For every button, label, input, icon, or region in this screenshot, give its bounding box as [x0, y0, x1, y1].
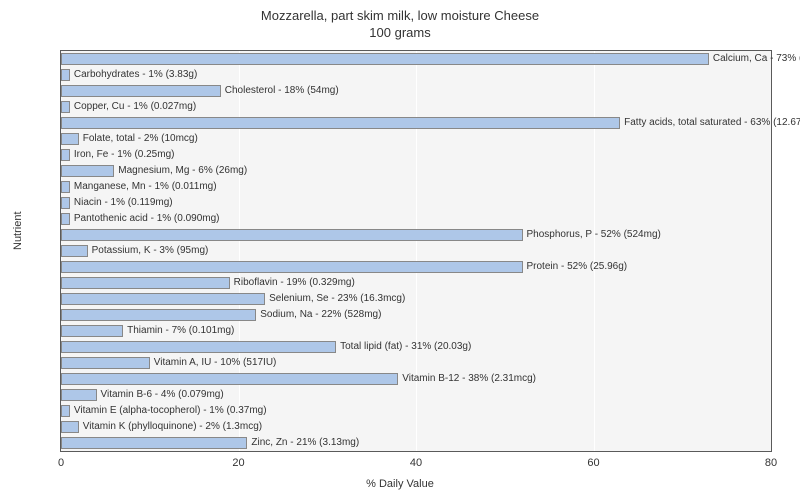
- bar-label: Calcium, Ca - 73% (731mg): [709, 53, 800, 65]
- bar-label: Riboflavin - 19% (0.329mg): [230, 277, 355, 289]
- bar: [61, 229, 523, 241]
- bar-label: Vitamin B-12 - 38% (2.31mcg): [398, 373, 536, 385]
- bar: [61, 101, 70, 113]
- bar: [61, 213, 70, 225]
- bar: [61, 117, 620, 129]
- bar-label: Vitamin A, IU - 10% (517IU): [150, 357, 277, 369]
- bar-label: Selenium, Se - 23% (16.3mcg): [265, 293, 405, 305]
- bar-label: Sodium, Na - 22% (528mg): [256, 309, 381, 321]
- bar-label: Carbohydrates - 1% (3.83g): [70, 69, 197, 81]
- x-tick-label: 40: [410, 457, 422, 469]
- plot-area: 020406080Calcium, Ca - 73% (731mg)Carboh…: [60, 50, 772, 452]
- bar: [61, 53, 709, 65]
- chart-title: Mozzarella, part skim milk, low moisture…: [0, 0, 800, 42]
- x-tick-label: 20: [232, 457, 244, 469]
- bar: [61, 341, 336, 353]
- gridline: [239, 51, 240, 451]
- bar: [61, 165, 114, 177]
- bar-label: Pantothenic acid - 1% (0.090mg): [70, 213, 220, 225]
- bar: [61, 277, 230, 289]
- bar-label: Magnesium, Mg - 6% (26mg): [114, 165, 247, 177]
- bar-label: Total lipid (fat) - 31% (20.03g): [336, 341, 471, 353]
- bar: [61, 437, 247, 449]
- bar-label: Manganese, Mn - 1% (0.011mg): [70, 181, 217, 193]
- bar: [61, 245, 88, 257]
- bar: [61, 261, 523, 273]
- bar: [61, 309, 256, 321]
- bar-label: Copper, Cu - 1% (0.027mg): [70, 101, 196, 113]
- bar-label: Thiamin - 7% (0.101mg): [123, 325, 234, 337]
- bar: [61, 405, 70, 417]
- bar-label: Niacin - 1% (0.119mg): [70, 197, 173, 209]
- bar-label: Potassium, K - 3% (95mg): [88, 245, 209, 257]
- bar-label: Vitamin K (phylloquinone) - 2% (1.3mcg): [79, 421, 262, 433]
- bar: [61, 325, 123, 337]
- bar: [61, 373, 398, 385]
- bar: [61, 69, 70, 81]
- title-line-1: Mozzarella, part skim milk, low moisture…: [0, 8, 800, 25]
- chart-container: Mozzarella, part skim milk, low moisture…: [0, 0, 800, 500]
- bar-label: Fatty acids, total saturated - 63% (12.6…: [620, 117, 800, 129]
- bar: [61, 181, 70, 193]
- y-axis-label: Nutrient: [12, 211, 24, 250]
- bar-label: Folate, total - 2% (10mcg): [79, 133, 198, 145]
- bar-label: Zinc, Zn - 21% (3.13mg): [247, 437, 359, 449]
- gridline: [416, 51, 417, 451]
- bar-label: Cholesterol - 18% (54mg): [221, 85, 339, 97]
- bar-label: Iron, Fe - 1% (0.25mg): [70, 149, 175, 161]
- bar: [61, 85, 221, 97]
- bar-label: Phosphorus, P - 52% (524mg): [523, 229, 661, 241]
- title-line-2: 100 grams: [0, 25, 800, 42]
- x-tick-label: 0: [58, 457, 64, 469]
- bar: [61, 421, 79, 433]
- bar: [61, 357, 150, 369]
- bar: [61, 149, 70, 161]
- x-axis-label: % Daily Value: [0, 478, 800, 490]
- bar-label: Protein - 52% (25.96g): [523, 261, 628, 273]
- bar: [61, 133, 79, 145]
- bar: [61, 389, 97, 401]
- bar-label: Vitamin B-6 - 4% (0.079mg): [97, 389, 224, 401]
- x-tick-label: 80: [765, 457, 777, 469]
- x-tick-label: 60: [587, 457, 599, 469]
- gridline: [594, 51, 595, 451]
- bar: [61, 197, 70, 209]
- bar-label: Vitamin E (alpha-tocopherol) - 1% (0.37m…: [70, 405, 267, 417]
- bar: [61, 293, 265, 305]
